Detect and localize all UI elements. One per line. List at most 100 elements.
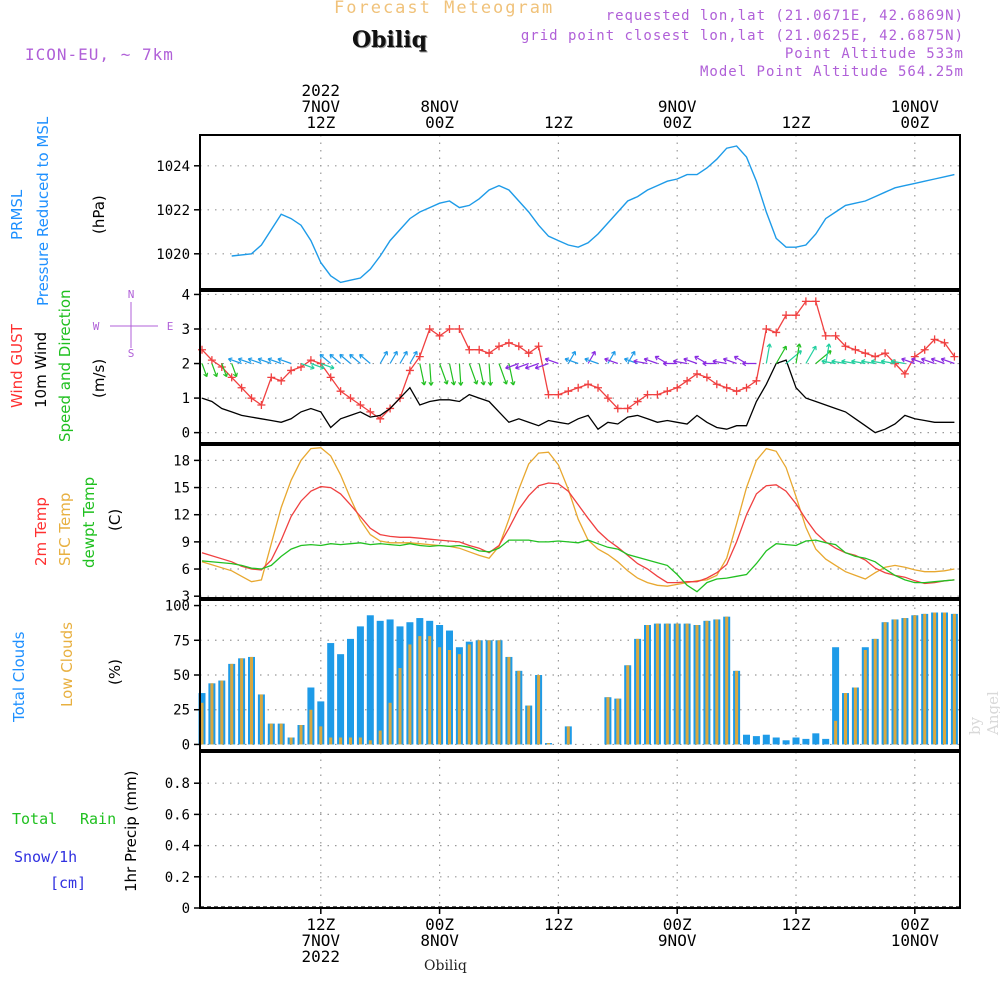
- label-c: (C): [106, 509, 124, 531]
- low-clouds-bar: [834, 720, 838, 745]
- low-clouds-bar: [883, 622, 887, 745]
- wind-direction-arrow: [564, 357, 579, 365]
- total-clouds-bar: [772, 737, 780, 745]
- low-clouds-bar: [527, 705, 531, 745]
- wind-direction-arrow: [409, 350, 418, 364]
- wind-direction-arrow: [765, 343, 772, 364]
- wind-direction-arrow: [277, 357, 292, 365]
- wind-gust-marker: [801, 297, 810, 306]
- wind-gust-marker: [752, 376, 761, 385]
- wind-gust-marker: [910, 352, 919, 361]
- wind-direction-arrow: [319, 353, 332, 364]
- wind-direction-arrow: [468, 363, 479, 385]
- time-label-top: 00Z: [663, 113, 692, 132]
- panel-frames-layer: [194, 134, 961, 914]
- wind-direction-arrow: [544, 357, 559, 365]
- wind-direction-arrow: [498, 363, 508, 385]
- wind-gust-marker: [722, 383, 731, 392]
- gridpoint-lonlat: grid point closest lon,lat (21.0625E, 42…: [520, 28, 964, 44]
- low-clouds-bar: [408, 644, 412, 745]
- low-clouds-bar: [873, 638, 877, 745]
- wind-gust-marker: [425, 325, 434, 333]
- wind-ytick-label: 0: [182, 426, 190, 442]
- wind-gust-marker: [821, 331, 830, 340]
- wind-direction-arrow: [607, 350, 616, 364]
- label-sfc-temp: SFC Temp: [56, 493, 74, 566]
- time-label-bottom: 10NOV: [891, 931, 940, 950]
- low-clouds-bar: [566, 726, 570, 745]
- wind-gust-marker: [485, 349, 494, 358]
- wind-gust-marker: [435, 331, 444, 340]
- wind-gust-marker: [940, 338, 949, 347]
- model-point-altitude: Model Point Altitude 564.25m: [699, 64, 964, 80]
- station-name: Obiliq: [352, 27, 428, 53]
- label-ms: (m/s): [90, 359, 108, 398]
- wind-direction-arrow: [795, 343, 802, 364]
- low-clouds-bar: [923, 613, 927, 745]
- wind-ytick-label: 2: [182, 357, 190, 373]
- wind-direction-arrow: [201, 363, 209, 378]
- label-prmsl: PRMSL: [8, 189, 26, 240]
- wind-gust-marker: [623, 404, 632, 413]
- wind-gust-marker: [237, 383, 246, 392]
- wind-direction-arrow: [399, 350, 408, 364]
- axis-text-layer: 10201022102401234369121518025507510000.2…: [8, 81, 939, 966]
- temp-2m-line: [201, 482, 955, 585]
- time-label-top: 00Z: [425, 113, 454, 132]
- wind-direction-arrow: [587, 350, 596, 364]
- wind-gust-marker: [297, 363, 305, 371]
- low-clouds-bar: [943, 612, 946, 745]
- wind-direction-arrow: [257, 357, 272, 365]
- wind-direction-arrow: [237, 357, 252, 365]
- label-hpa: (hPa): [90, 195, 108, 234]
- low-clouds-bar: [497, 640, 501, 745]
- label-cm: [cm]: [50, 874, 86, 892]
- time-label-bottom: 9NOV: [658, 931, 697, 950]
- wind-ytick-label: 1: [182, 391, 190, 407]
- wind-direction-arrow: [890, 359, 906, 365]
- temp-ytick-label: 9: [182, 535, 190, 551]
- time-label-top: 00Z: [900, 113, 929, 132]
- wind-direction-arrow: [211, 363, 219, 378]
- wind-gust-marker: [633, 397, 642, 406]
- wind-direction-arrow: [702, 360, 717, 367]
- low-clouds-bar: [358, 737, 362, 745]
- low-clouds-bar: [913, 615, 917, 745]
- wind-direction-arrow: [567, 350, 577, 364]
- wind-direction-arrow: [805, 345, 817, 364]
- low-clouds-bar: [626, 665, 630, 745]
- wind-gust-marker: [831, 331, 840, 340]
- wind-gust-marker: [603, 394, 612, 403]
- wind-direction-arrow: [633, 359, 648, 365]
- low-clouds-bar: [349, 737, 352, 745]
- wind-gust-marker: [227, 373, 236, 382]
- wind-gust-marker: [841, 342, 850, 351]
- pressure-panel-frame: [199, 134, 961, 290]
- wind-gust-marker: [574, 383, 583, 392]
- low-clouds-bar: [675, 623, 679, 745]
- wind-direction-arrow: [478, 363, 486, 386]
- wind-gust-marker: [455, 325, 464, 333]
- low-clouds-bar: [606, 697, 610, 745]
- total-clouds-bar: [822, 738, 830, 745]
- pressure-ytick-label: 1024: [156, 159, 190, 175]
- clouds-ytick-label: 50: [173, 668, 190, 684]
- author-credit: by Angel: [966, 691, 1000, 735]
- wind-gust-marker: [524, 349, 533, 358]
- wind-gust-marker: [732, 387, 741, 396]
- wind-gust-marker: [712, 380, 721, 389]
- wind-gust-marker: [336, 387, 345, 396]
- wind-direction-arrow: [359, 353, 371, 364]
- wind-panel-frame: [199, 290, 961, 444]
- wind-gust-marker: [207, 356, 216, 365]
- wind-gust-marker: [930, 335, 939, 344]
- wind-direction-arrow: [940, 357, 955, 365]
- wind-gust-marker: [287, 366, 296, 375]
- label-2m-temp: 2m Temp: [32, 497, 50, 566]
- low-clouds-bar: [646, 625, 649, 745]
- wind-direction-arrow: [515, 362, 529, 370]
- wind-direction-arrow: [505, 362, 520, 370]
- clouds-ytick-label: 100: [165, 599, 190, 615]
- label-total-clouds: Total Clouds: [10, 631, 28, 723]
- wind-gust-marker: [544, 390, 553, 399]
